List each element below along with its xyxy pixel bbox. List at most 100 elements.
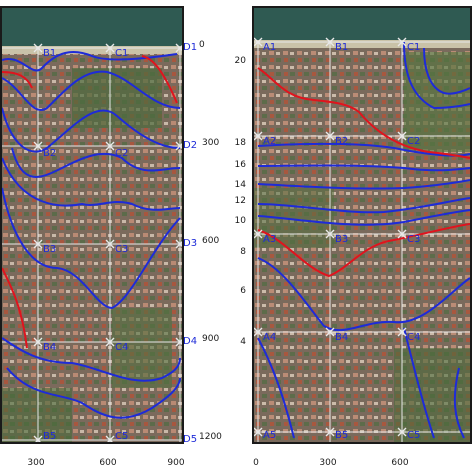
side-label: D4 xyxy=(183,336,197,347)
x-marker xyxy=(33,337,43,347)
x-marker xyxy=(397,37,407,47)
point-label: B3 xyxy=(335,234,348,245)
col-tick: 300 xyxy=(27,458,45,468)
x-marker xyxy=(175,239,182,249)
contour-line xyxy=(403,327,435,439)
row-tick: 14 xyxy=(234,180,246,190)
x-marker xyxy=(325,229,335,239)
contour-line xyxy=(257,337,295,439)
row-tick: 12 xyxy=(234,196,246,206)
x-marker xyxy=(254,131,263,141)
col-tick: 300 xyxy=(319,458,337,468)
contour-line xyxy=(403,41,470,110)
row-tick: 20 xyxy=(234,56,246,66)
point-label: C4 xyxy=(407,332,420,343)
left-map-svg: B1 C1 B2 C2 B3 C3 B4 C4 B5 C5 xyxy=(2,8,182,442)
x-marker xyxy=(33,43,43,53)
x-marker xyxy=(175,337,182,347)
side-label: D3 xyxy=(183,238,197,249)
contour-line xyxy=(2,51,178,72)
point-label: B4 xyxy=(43,342,56,353)
contour-line xyxy=(2,157,181,211)
point-label: C5 xyxy=(407,430,420,441)
row-tick: 6 xyxy=(240,286,246,296)
point-label: A3 xyxy=(263,234,276,245)
point-label: C1 xyxy=(407,42,420,53)
x-marker xyxy=(397,229,407,239)
point-label: C3 xyxy=(115,244,128,255)
col-tick: 600 xyxy=(391,458,409,468)
left-map-panel: B1 C1 B2 C2 B3 C3 B4 C4 B5 C5 xyxy=(0,6,184,444)
contour-line xyxy=(2,70,181,111)
side-label: D2 xyxy=(183,140,197,151)
red-contour-line xyxy=(2,267,28,349)
red-contour-line xyxy=(257,67,470,159)
side-label: D5 xyxy=(183,434,197,445)
left-side-labels: D1 D2 D3 D4 D5 xyxy=(183,42,197,445)
row-tick: 300 xyxy=(202,138,220,148)
point-label: B4 xyxy=(335,332,348,343)
grid-lines xyxy=(254,41,470,442)
row-tick: 900 xyxy=(202,334,220,344)
vegetation-patch xyxy=(394,348,470,442)
contour-line xyxy=(257,179,470,190)
contour-line xyxy=(257,143,470,157)
col-tick: 600 xyxy=(99,458,117,468)
x-marker xyxy=(254,327,263,337)
row-tick: 4 xyxy=(240,337,246,347)
x-marker xyxy=(33,435,43,442)
contour-line xyxy=(6,367,181,419)
red-contour-line xyxy=(2,71,33,89)
col-tick: 0 xyxy=(253,458,259,468)
point-label: B1 xyxy=(335,42,348,53)
contour-line xyxy=(257,164,470,172)
beach-strip xyxy=(254,40,470,48)
right-map-panel: A1 B1 C1 A2 B2 C2 A3 B3 C3 A4 B4 C4 A5 B… xyxy=(252,6,472,444)
row-tick: 8 xyxy=(240,247,246,257)
x-marker xyxy=(325,327,335,337)
red-contours xyxy=(2,55,178,349)
point-label: A1 xyxy=(263,42,276,53)
point-label: B5 xyxy=(335,430,348,441)
grid-markers xyxy=(33,43,182,442)
row-tick: 16 xyxy=(234,160,246,170)
sea-area xyxy=(254,8,470,42)
x-marker xyxy=(105,435,115,442)
point-label: B2 xyxy=(43,148,56,159)
contour-line xyxy=(2,107,181,153)
row-tick: 600 xyxy=(202,236,220,246)
x-marker xyxy=(325,37,335,47)
contour-line xyxy=(2,337,181,382)
x-marker xyxy=(175,43,182,53)
contour-line xyxy=(453,367,465,439)
x-marker xyxy=(105,239,115,249)
point-label: B1 xyxy=(43,48,56,59)
sea-area xyxy=(2,8,182,48)
blue-contours xyxy=(2,51,181,419)
x-marker xyxy=(254,427,263,437)
contour-line xyxy=(257,197,470,214)
row-tick: 10 xyxy=(234,216,246,226)
x-marker xyxy=(397,427,407,437)
x-marker xyxy=(325,131,335,141)
contour-line xyxy=(257,257,470,332)
contour-line xyxy=(2,187,181,310)
x-marker xyxy=(325,427,335,437)
x-marker xyxy=(33,239,43,249)
point-label: C2 xyxy=(407,136,420,147)
row-tick: 18 xyxy=(234,138,246,148)
x-marker xyxy=(105,337,115,347)
red-contour-line xyxy=(141,55,178,104)
point-label: B3 xyxy=(43,244,56,255)
x-marker xyxy=(397,327,407,337)
vegetation-patch xyxy=(254,188,334,248)
side-label: D1 xyxy=(183,42,197,53)
contour-line xyxy=(11,147,181,178)
right-map-svg: A1 B1 C1 A2 B2 C2 A3 B3 C3 A4 B4 C4 A5 B… xyxy=(254,8,470,442)
x-marker xyxy=(254,229,263,239)
point-label: C5 xyxy=(115,431,128,442)
vegetation-patch xyxy=(72,68,162,128)
point-label: A5 xyxy=(263,430,276,441)
x-marker xyxy=(397,131,407,141)
point-label: A4 xyxy=(263,332,276,343)
